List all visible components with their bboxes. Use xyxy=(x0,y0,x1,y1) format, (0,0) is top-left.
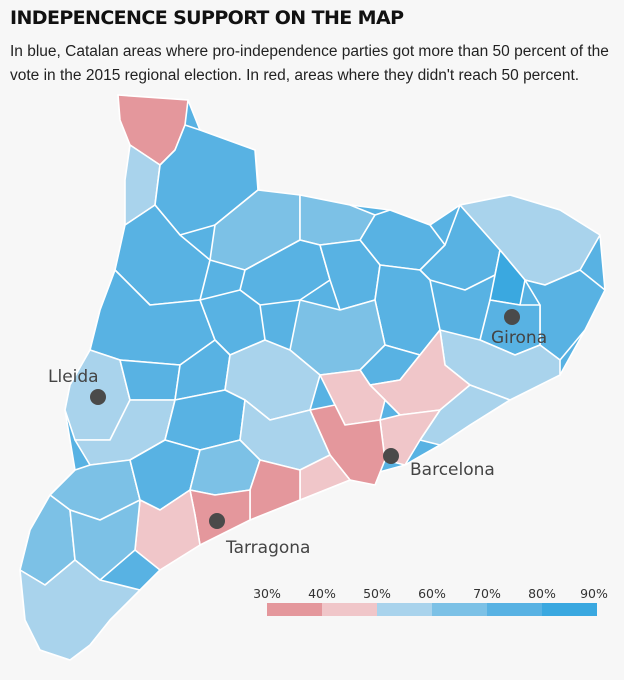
legend-bin-60-70 xyxy=(432,603,487,616)
legend-tick-70: 70% xyxy=(473,586,501,601)
city-label-tarragona: Tarragona xyxy=(225,538,310,558)
city-marker-tarragona xyxy=(209,513,225,529)
legend-bin-30-40 xyxy=(267,603,322,616)
legend-bin-50-60 xyxy=(377,603,432,616)
city-marker-barcelona xyxy=(383,448,399,464)
legend-tick-50: 50% xyxy=(363,586,391,601)
legend-bin-80-90 xyxy=(542,603,597,616)
map-subtitle: In blue, Catalan areas where pro-indepen… xyxy=(10,43,609,84)
legend-bin-40-50 xyxy=(322,603,377,616)
city-marker-lleida xyxy=(90,389,106,405)
region-pla-estany xyxy=(489,249,526,306)
legend-tick-40: 40% xyxy=(308,586,336,601)
city-girona: Girona xyxy=(491,309,547,348)
region-baix-camp xyxy=(134,489,201,571)
map-title: INDEPENCENCE SUPPORT ON THE MAP xyxy=(10,7,404,29)
legend-tick-80: 80% xyxy=(528,586,556,601)
region-baix-penedes xyxy=(249,459,301,521)
city-label-girona: Girona xyxy=(491,328,547,348)
legend-tick-30: 30% xyxy=(253,586,281,601)
legend: 30% 40% 50% 60% 70% 80% 90% xyxy=(253,586,608,616)
city-label-barcelona: Barcelona xyxy=(410,460,495,480)
legend-tick-90: 90% xyxy=(580,586,608,601)
region-montsia xyxy=(19,559,141,661)
city-lleida: Lleida xyxy=(48,367,106,405)
city-barcelona: Barcelona xyxy=(383,448,495,480)
legend-bin-70-80 xyxy=(487,603,542,616)
region-pla-urgell xyxy=(119,359,181,401)
legend-tick-60: 60% xyxy=(418,586,446,601)
city-label-lleida: Lleida xyxy=(48,367,99,387)
city-marker-girona xyxy=(504,309,520,325)
region-valles-oriental xyxy=(369,329,471,416)
city-tarragona: Tarragona xyxy=(209,513,310,558)
